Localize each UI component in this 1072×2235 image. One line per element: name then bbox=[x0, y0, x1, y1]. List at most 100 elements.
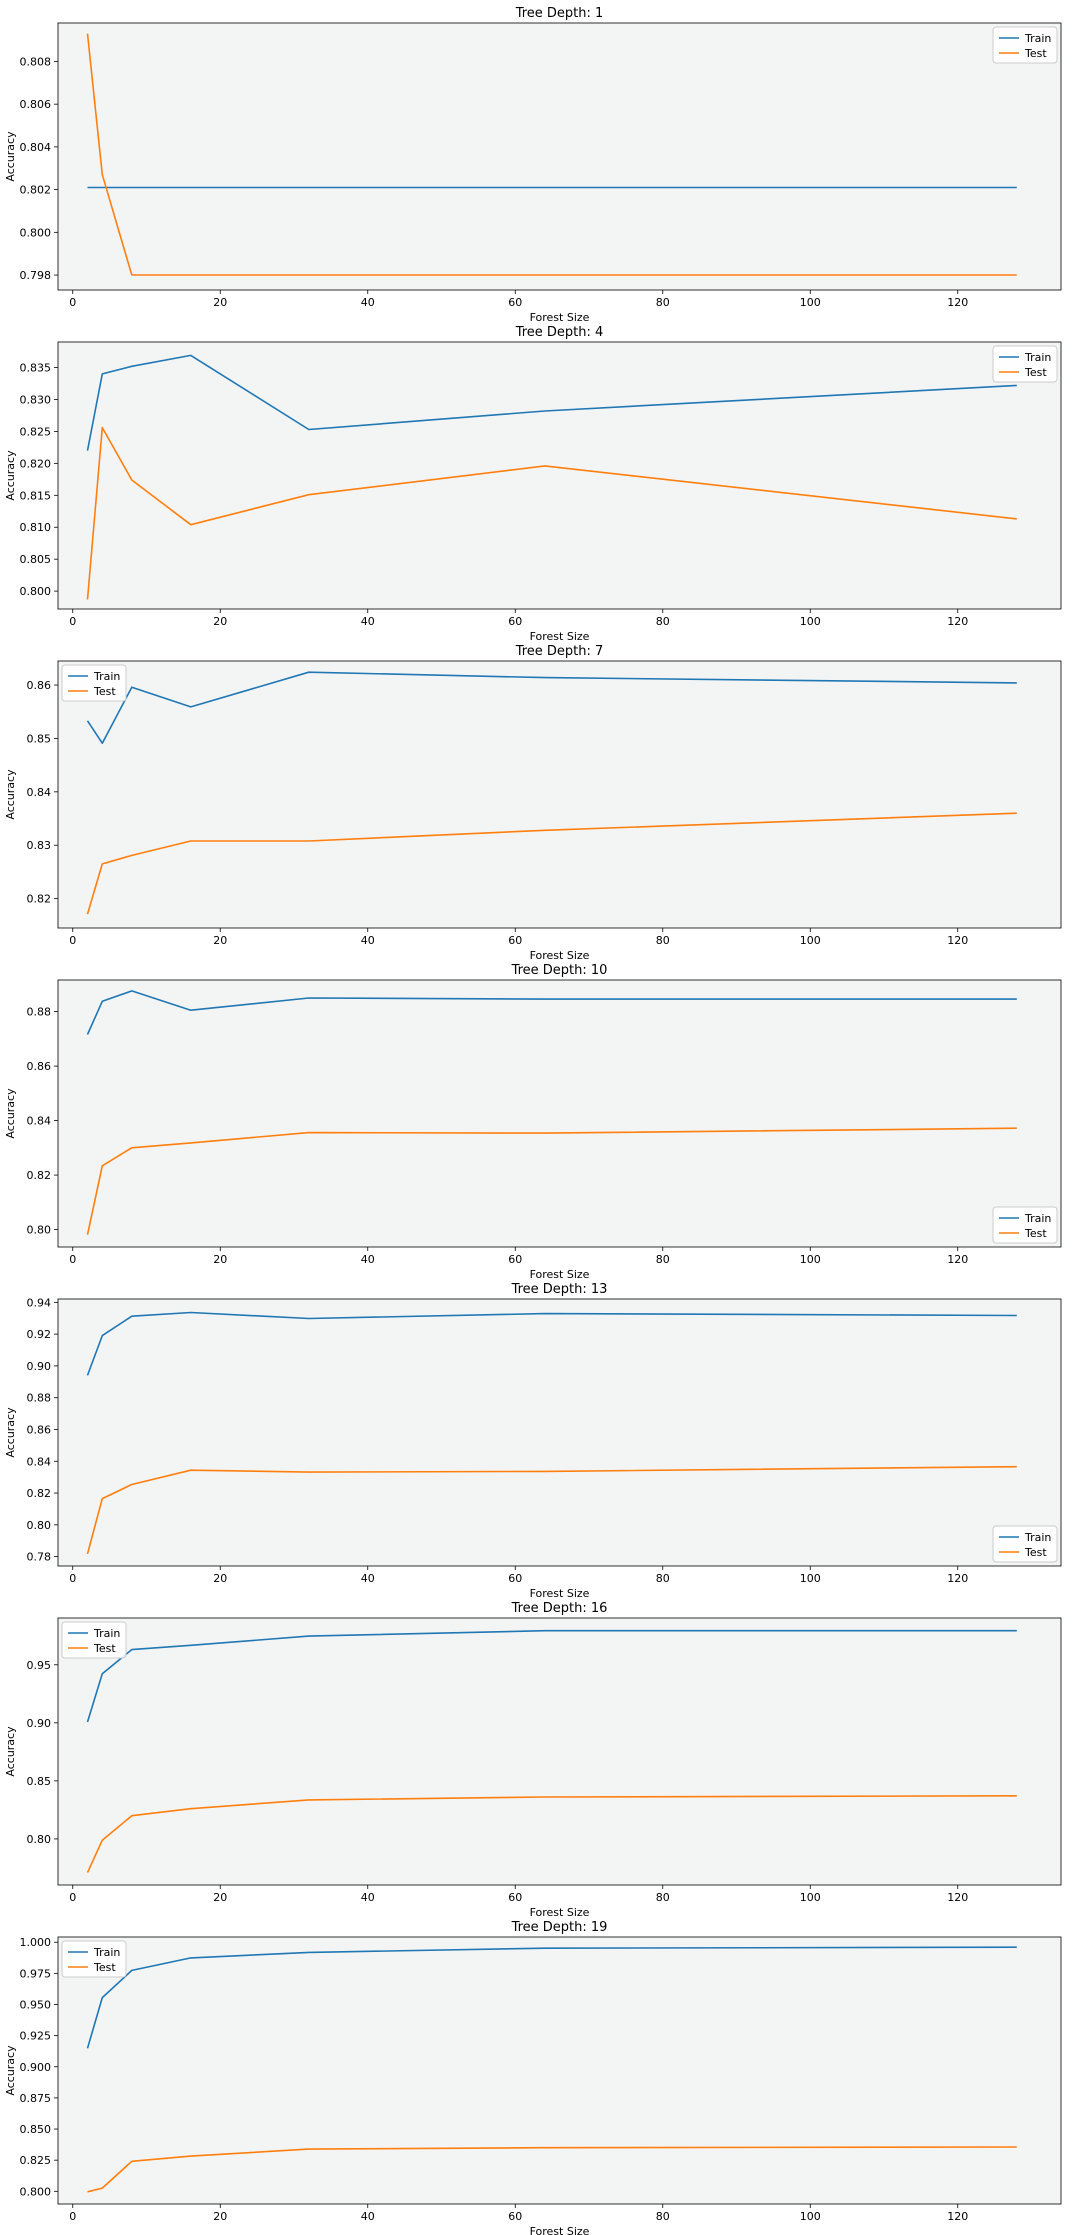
y-tick-label: 0.800 bbox=[20, 585, 52, 598]
x-tick-label: 40 bbox=[361, 934, 375, 947]
y-tick-label: 0.90 bbox=[27, 1717, 52, 1730]
x-tick-label: 60 bbox=[508, 1891, 522, 1904]
x-tick-label: 20 bbox=[213, 1891, 227, 1904]
x-axis-label: Forest Size bbox=[530, 630, 590, 643]
x-tick-label: 80 bbox=[656, 296, 670, 309]
legend: Train Test bbox=[61, 664, 127, 702]
plot-area bbox=[58, 23, 1061, 290]
series-line-train bbox=[86, 990, 1017, 1035]
y-tick-label: 0.820 bbox=[20, 457, 52, 470]
y-tick-label: 0.825 bbox=[20, 2154, 52, 2167]
y-tick-label: 0.90 bbox=[27, 1360, 52, 1373]
legend: Train Test bbox=[992, 1525, 1058, 1563]
series-line-train bbox=[86, 1311, 1017, 1376]
y-tick-label: 0.78 bbox=[27, 1551, 52, 1564]
legend-box bbox=[992, 345, 1058, 383]
x-tick-label: 40 bbox=[361, 1572, 375, 1585]
y-tick-label: 0.82 bbox=[27, 1169, 52, 1182]
series-line-train bbox=[86, 671, 1017, 745]
x-tick-label: 20 bbox=[213, 615, 227, 628]
x-tick-label: 0 bbox=[69, 1572, 76, 1585]
x-tick-label: 100 bbox=[800, 1572, 821, 1585]
series-line-train bbox=[86, 1946, 1017, 2049]
y-axis-label: Accuracy bbox=[4, 2045, 17, 2096]
x-tick-label: 20 bbox=[213, 934, 227, 947]
x-axis-label: Forest Size bbox=[530, 1268, 590, 1281]
y-tick-label: 0.86 bbox=[27, 679, 52, 692]
legend-label-test: Test bbox=[93, 1642, 116, 1655]
chart-title: Tree Depth: 7 bbox=[515, 644, 604, 659]
axes-frame bbox=[57, 1936, 1062, 2205]
legend: Train Test bbox=[992, 26, 1058, 64]
y-tick-label: 0.805 bbox=[20, 553, 52, 566]
x-axis-label: Forest Size bbox=[530, 1587, 590, 1600]
y-tick-label: 0.83 bbox=[27, 839, 52, 852]
x-tick-label: 0 bbox=[69, 615, 76, 628]
y-tick-label: 1.000 bbox=[20, 1936, 52, 1949]
legend-label-train: Train bbox=[1024, 351, 1051, 364]
legend-label-train: Train bbox=[1024, 32, 1051, 45]
x-tick-label: 0 bbox=[69, 2210, 76, 2223]
legend-box bbox=[61, 1940, 127, 1978]
axes-frame bbox=[57, 1298, 1062, 1567]
y-tick-label: 0.850 bbox=[20, 2123, 52, 2136]
legend-box bbox=[61, 664, 127, 702]
x-tick-label: 20 bbox=[213, 1572, 227, 1585]
y-tick-label: 0.85 bbox=[27, 732, 52, 745]
x-tick-label: 100 bbox=[800, 1891, 821, 1904]
x-axis-label: Forest Size bbox=[530, 1906, 590, 1919]
series-line-test bbox=[86, 33, 1017, 276]
legend-label-test: Test bbox=[93, 1961, 116, 1974]
x-tick-label: 80 bbox=[656, 2210, 670, 2223]
y-axis-label: Accuracy bbox=[4, 1407, 17, 1458]
y-tick-label: 0.925 bbox=[20, 2030, 52, 2043]
legend-box bbox=[992, 1206, 1058, 1244]
axes-frame bbox=[57, 22, 1062, 291]
x-tick-label: 40 bbox=[361, 296, 375, 309]
legend: Train Test bbox=[61, 1940, 127, 1978]
chart-title: Tree Depth: 10 bbox=[511, 963, 608, 978]
y-tick-label: 0.80 bbox=[27, 1519, 52, 1532]
x-tick-label: 40 bbox=[361, 2210, 375, 2223]
y-tick-label: 0.825 bbox=[20, 425, 52, 438]
axes-frame bbox=[57, 341, 1062, 610]
x-tick-label: 60 bbox=[508, 615, 522, 628]
y-tick-label: 0.84 bbox=[27, 1455, 52, 1468]
y-axis-label: Accuracy bbox=[4, 450, 17, 501]
plot-area bbox=[58, 342, 1061, 609]
x-tick-label: 60 bbox=[508, 1253, 522, 1266]
y-tick-label: 0.798 bbox=[20, 269, 52, 282]
y-tick-label: 0.84 bbox=[27, 786, 52, 799]
axes-frame bbox=[57, 660, 1062, 929]
x-tick-label: 20 bbox=[213, 296, 227, 309]
chart-panel-7: Tree Depth: 19 0 20 40 60 80 100 120 0.800 0.825 0… bbox=[4, 1920, 1062, 2235]
x-tick-label: 80 bbox=[656, 1253, 670, 1266]
x-tick-label: 80 bbox=[656, 1572, 670, 1585]
series-line-test bbox=[86, 1465, 1017, 1555]
series-line-test bbox=[86, 426, 1017, 600]
legend-label-train: Train bbox=[1024, 1531, 1051, 1544]
legend: Train Test bbox=[992, 345, 1058, 383]
legend: Train Test bbox=[992, 1206, 1058, 1244]
y-tick-label: 0.800 bbox=[20, 2185, 52, 2198]
x-tick-label: 0 bbox=[69, 1253, 76, 1266]
axes-frame bbox=[57, 979, 1062, 1248]
y-tick-label: 0.92 bbox=[27, 1328, 52, 1341]
x-tick-label: 20 bbox=[213, 1253, 227, 1266]
legend-label-train: Train bbox=[93, 670, 120, 683]
x-tick-label: 0 bbox=[69, 1891, 76, 1904]
legend-label-test: Test bbox=[1024, 1227, 1047, 1240]
series-line-test bbox=[86, 1795, 1017, 1873]
y-tick-label: 0.804 bbox=[20, 141, 52, 154]
y-tick-label: 0.94 bbox=[27, 1296, 52, 1309]
chart-title: Tree Depth: 13 bbox=[511, 1282, 608, 1297]
x-tick-label: 120 bbox=[947, 1253, 968, 1266]
y-tick-label: 0.88 bbox=[27, 1006, 52, 1019]
y-tick-label: 0.86 bbox=[27, 1060, 52, 1073]
y-tick-label: 0.835 bbox=[20, 362, 52, 375]
legend-label-test: Test bbox=[1024, 1546, 1047, 1559]
x-tick-label: 60 bbox=[508, 934, 522, 947]
chart-title: Tree Depth: 4 bbox=[515, 325, 604, 340]
chart-title: Tree Depth: 1 bbox=[515, 6, 604, 21]
y-tick-label: 0.82 bbox=[27, 893, 52, 906]
